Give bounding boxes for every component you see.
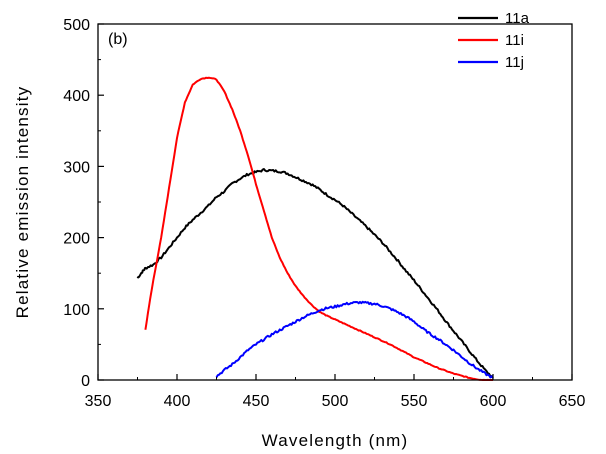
legend-label-11j: 11j — [505, 54, 524, 71]
series-layer — [136, 76, 494, 381]
legend-label-11i: 11i — [505, 32, 524, 49]
x-tick-label-400: 400 — [164, 393, 191, 410]
x-tick-label-550: 550 — [401, 393, 428, 410]
x-tick-label-450: 450 — [243, 393, 270, 410]
x-axis-title: Wavelength (nm) — [262, 431, 409, 450]
x-tick-label-350: 350 — [85, 393, 112, 410]
x-axis: 350 400 450 500 550 600 650 — [85, 374, 586, 410]
y-tick-label-500: 500 — [63, 17, 90, 34]
y-tick-label-100: 100 — [63, 302, 90, 319]
y-axis-title: Relative emission intensity — [13, 86, 32, 319]
series-line-11j — [215, 300, 494, 379]
legend: 11a 11i 11j — [458, 10, 530, 71]
x-tick-label-600: 600 — [480, 393, 507, 410]
plot-frame — [97, 23, 573, 381]
y-tick-label-0: 0 — [81, 373, 90, 390]
y-axis: 0 100 200 300 400 500 — [63, 17, 104, 390]
panel-label: (b) — [108, 31, 128, 48]
x-tick-label-650: 650 — [559, 393, 586, 410]
y-tick-label-300: 300 — [63, 159, 90, 176]
y-tick-label-200: 200 — [63, 231, 90, 248]
legend-label-11a: 11a — [505, 10, 530, 27]
x-tick-label-500: 500 — [322, 393, 349, 410]
series-line-11i — [144, 76, 493, 381]
y-tick-label-400: 400 — [63, 88, 90, 105]
series-line-11a — [136, 168, 494, 379]
